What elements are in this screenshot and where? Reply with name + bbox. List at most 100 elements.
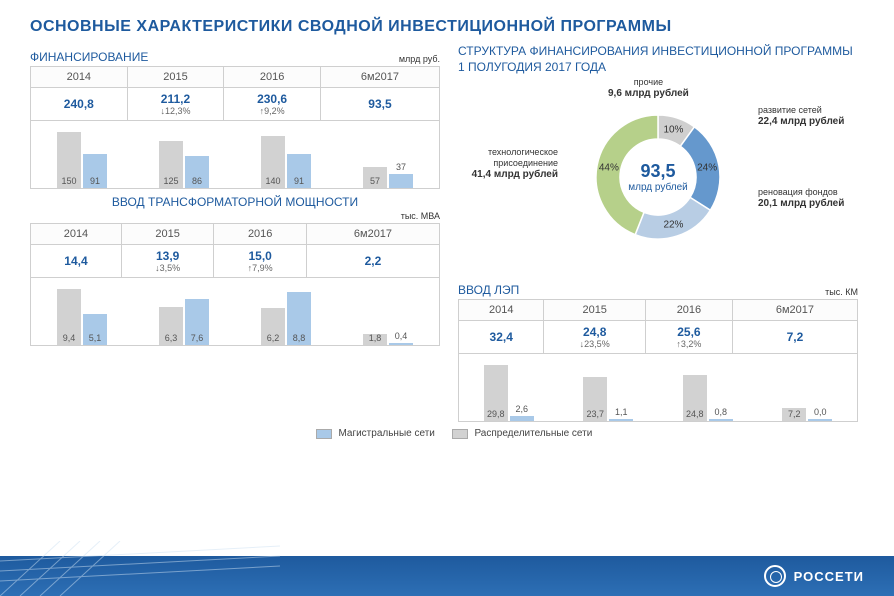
- donut-pct-label: 10%: [663, 125, 683, 136]
- bar-series1: 7,2: [782, 408, 806, 422]
- bar-group: 12586: [133, 125, 235, 188]
- bar-series2: 91: [287, 154, 311, 188]
- lep-chart: 29,82,623,71,124,80,87,20,0: [458, 354, 858, 422]
- footer-bar: РОССЕТИ: [0, 556, 894, 596]
- footer-decoration: [0, 541, 280, 596]
- panel-transformer: ВВОД ТРАНСФОРМАТОРНОЙ МОЩНОСТИ тыс. МВА …: [30, 189, 440, 346]
- bar-series1: 125: [159, 141, 183, 188]
- bar-group: 7,20,0: [758, 358, 858, 421]
- bar-label: 0,4: [389, 331, 413, 341]
- legend-swatch-1: [316, 429, 332, 439]
- financing-table: 2014 2015 2016 6м2017 240,8 211,2↓12,3% …: [30, 66, 440, 121]
- bar-group: 23,71,1: [559, 358, 659, 421]
- delta: ↑3,2%: [648, 339, 730, 349]
- year-header: 2016: [645, 300, 732, 321]
- bar-label: 91: [287, 176, 311, 186]
- delta: ↓3,5%: [124, 263, 212, 273]
- transformer-title: ВВОД ТРАНСФОРМАТОРНОЙ МОЩНОСТИ: [30, 195, 440, 209]
- bar-label: 0,8: [709, 407, 733, 417]
- bar-group: 9,45,1: [31, 282, 133, 345]
- label-text: прочие: [634, 77, 663, 87]
- donut-pct-label: 44%: [599, 163, 619, 174]
- bar-series2: 1,1: [609, 419, 633, 421]
- table-row: 14,4 13,9↓3,5% 15,0↑7,9% 2,2: [31, 245, 440, 278]
- legend-swatch-2: [452, 429, 468, 439]
- brand-name: РОССЕТИ: [794, 569, 864, 584]
- bar-label: 140: [261, 176, 285, 186]
- donut-chart: 10%24%22%44% 93,5 млрд рублей прочие 9,6…: [458, 77, 858, 277]
- val: 14,4: [64, 254, 87, 268]
- year-header: 2016: [214, 224, 307, 245]
- bar-series2: 91: [83, 154, 107, 188]
- financing-chart: 1509112586140915737: [30, 121, 440, 189]
- bar-group: 6,37,6: [133, 282, 235, 345]
- legend-label-1: Магистральные сети: [338, 428, 434, 439]
- val: 13,9: [156, 249, 179, 263]
- transformer-chart: 9,45,16,37,66,28,81,80,4: [30, 278, 440, 346]
- bar-series1: 6,3: [159, 307, 183, 345]
- bar-label: 1,1: [609, 407, 633, 417]
- bar-group: 1,80,4: [337, 282, 439, 345]
- bar-label: 150: [57, 176, 81, 186]
- year-header: 2015: [544, 300, 646, 321]
- bar-label: 86: [185, 176, 209, 186]
- label-val: 41,4 млрд рублей: [472, 169, 558, 180]
- delta: ↓12,3%: [130, 106, 222, 116]
- bar-group: 6,28,8: [235, 282, 337, 345]
- lep-title: ВВОД ЛЭП: [458, 283, 519, 297]
- tower-lines-icon: [0, 541, 280, 596]
- label-val: 9,6 млрд рублей: [608, 88, 689, 99]
- panel-lep: ВВОД ЛЭП тыс. КМ 2014 2015 2016 6м2017 3…: [458, 277, 858, 422]
- bar-label: 7,2: [782, 409, 806, 419]
- label-text: технологическое присоединение: [488, 147, 558, 168]
- financing-unit: млрд руб.: [399, 54, 440, 64]
- bar-label: 0,0: [808, 407, 832, 417]
- panel-structure: СТРУКТУРА ФИНАНСИРОВАНИЯ ИНВЕСТИЦИОННОЙ …: [458, 44, 858, 277]
- donut-label-tech: технологическое присоединение 41,4 млрд …: [458, 147, 558, 181]
- bar-group: 5737: [337, 125, 439, 188]
- label-text: развитие сетей: [758, 105, 822, 115]
- val: 240,8: [64, 97, 94, 111]
- bar-series1: 1,8: [363, 334, 387, 345]
- bar-label: 2,6: [510, 404, 534, 414]
- bar-series2: 0,4: [389, 343, 413, 345]
- val: 25,6: [677, 325, 700, 339]
- bar-series2: 37: [389, 174, 413, 188]
- year-header: 6м2017: [732, 300, 857, 321]
- bar-label: 5,1: [83, 333, 107, 343]
- donut-label-renov: реновация фондов 20,1 млрд рублей: [758, 187, 858, 210]
- year-header: 2014: [459, 300, 544, 321]
- bar-label: 23,7: [583, 409, 607, 419]
- bar-series1: 150: [57, 132, 81, 188]
- legend: Магистральные сети Распределительные сет…: [0, 428, 894, 439]
- bar-label: 57: [363, 176, 387, 186]
- table-row: 2014 2015 2016 6м2017: [31, 224, 440, 245]
- bar-label: 6,3: [159, 333, 183, 343]
- donut-pct-label: 24%: [697, 163, 717, 174]
- val: 230,6: [257, 92, 287, 106]
- bar-series1: 9,4: [57, 289, 81, 345]
- table-row: 2014 2015 2016 6м2017: [459, 300, 858, 321]
- donut-center: 93,5 млрд рублей: [628, 161, 687, 193]
- table-row: 240,8 211,2↓12,3% 230,6↑9,2% 93,5: [31, 88, 440, 121]
- bar-group: 24,80,8: [658, 358, 758, 421]
- financing-title: ФИНАНСИРОВАНИЕ: [30, 50, 148, 64]
- bar-label: 1,8: [363, 333, 387, 343]
- bar-series1: 140: [261, 136, 285, 189]
- bar-series2: 2,6: [510, 416, 534, 421]
- delta: ↑7,9%: [216, 263, 304, 273]
- donut-label-other: прочие 9,6 млрд рублей: [608, 77, 689, 100]
- bar-group: 14091: [235, 125, 337, 188]
- year-header: 6м2017: [306, 224, 439, 245]
- bar-label: 8,8: [287, 333, 311, 343]
- val: 15,0: [249, 249, 272, 263]
- delta: ↓23,5%: [546, 339, 643, 349]
- donut-center-unit: млрд рублей: [628, 182, 687, 193]
- lep-table: 2014 2015 2016 6м2017 32,4 24,8↓23,5% 25…: [458, 299, 858, 354]
- page-title: ОСНОВНЫЕ ХАРАКТЕРИСТИКИ СВОДНОЙ ИНВЕСТИЦ…: [0, 0, 894, 44]
- val: 2,2: [365, 254, 382, 268]
- donut-center-value: 93,5: [628, 161, 687, 182]
- transformer-unit: тыс. МВА: [30, 211, 440, 221]
- bar-series1: 23,7: [583, 377, 607, 421]
- val: 32,4: [490, 330, 513, 344]
